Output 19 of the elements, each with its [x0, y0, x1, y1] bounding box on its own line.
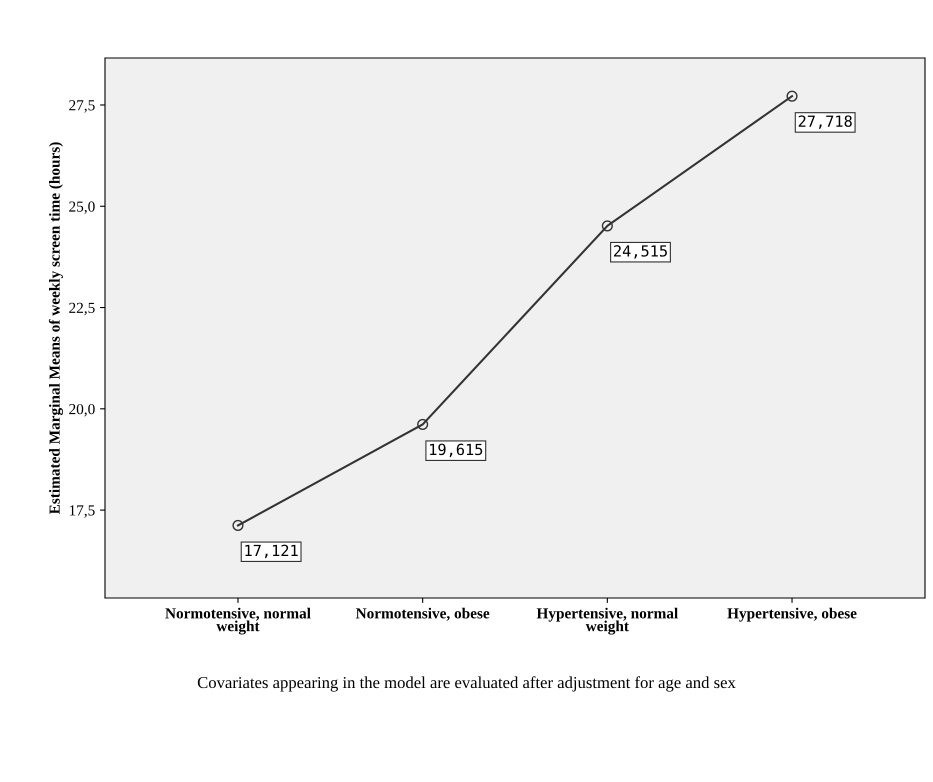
y-tick-label: 17,5	[70, 505, 95, 518]
x-tick-label: Hypertensive, obese	[727, 608, 857, 622]
x-tick-label: Normotensive, obese	[356, 608, 490, 621]
x-tick-label: Hypertensive, normal weight	[536, 608, 678, 635]
text: 24,515	[614, 245, 667, 259]
y-tick-label: 22,5	[69, 302, 95, 316]
point	[786, 90, 798, 102]
y-axis-title: Estimated Marginal Means of weekly screen time (hours)	[48, 142, 63, 514]
y-tick-label: 20,0	[69, 404, 95, 416]
y-tick-label: 25,0	[69, 201, 95, 214]
point	[602, 220, 613, 232]
text: 17,121	[245, 544, 298, 558]
text: Covariates appearing in the model are evaluated after adjustment for age and sex	[198, 676, 736, 692]
x-tick-label: Normotensive, normal weight	[165, 608, 311, 634]
text: 19,615	[430, 444, 482, 458]
point	[417, 418, 428, 430]
point	[232, 520, 244, 531]
text: 27,718	[798, 115, 852, 129]
y-tick-label: 27,5	[69, 100, 95, 113]
